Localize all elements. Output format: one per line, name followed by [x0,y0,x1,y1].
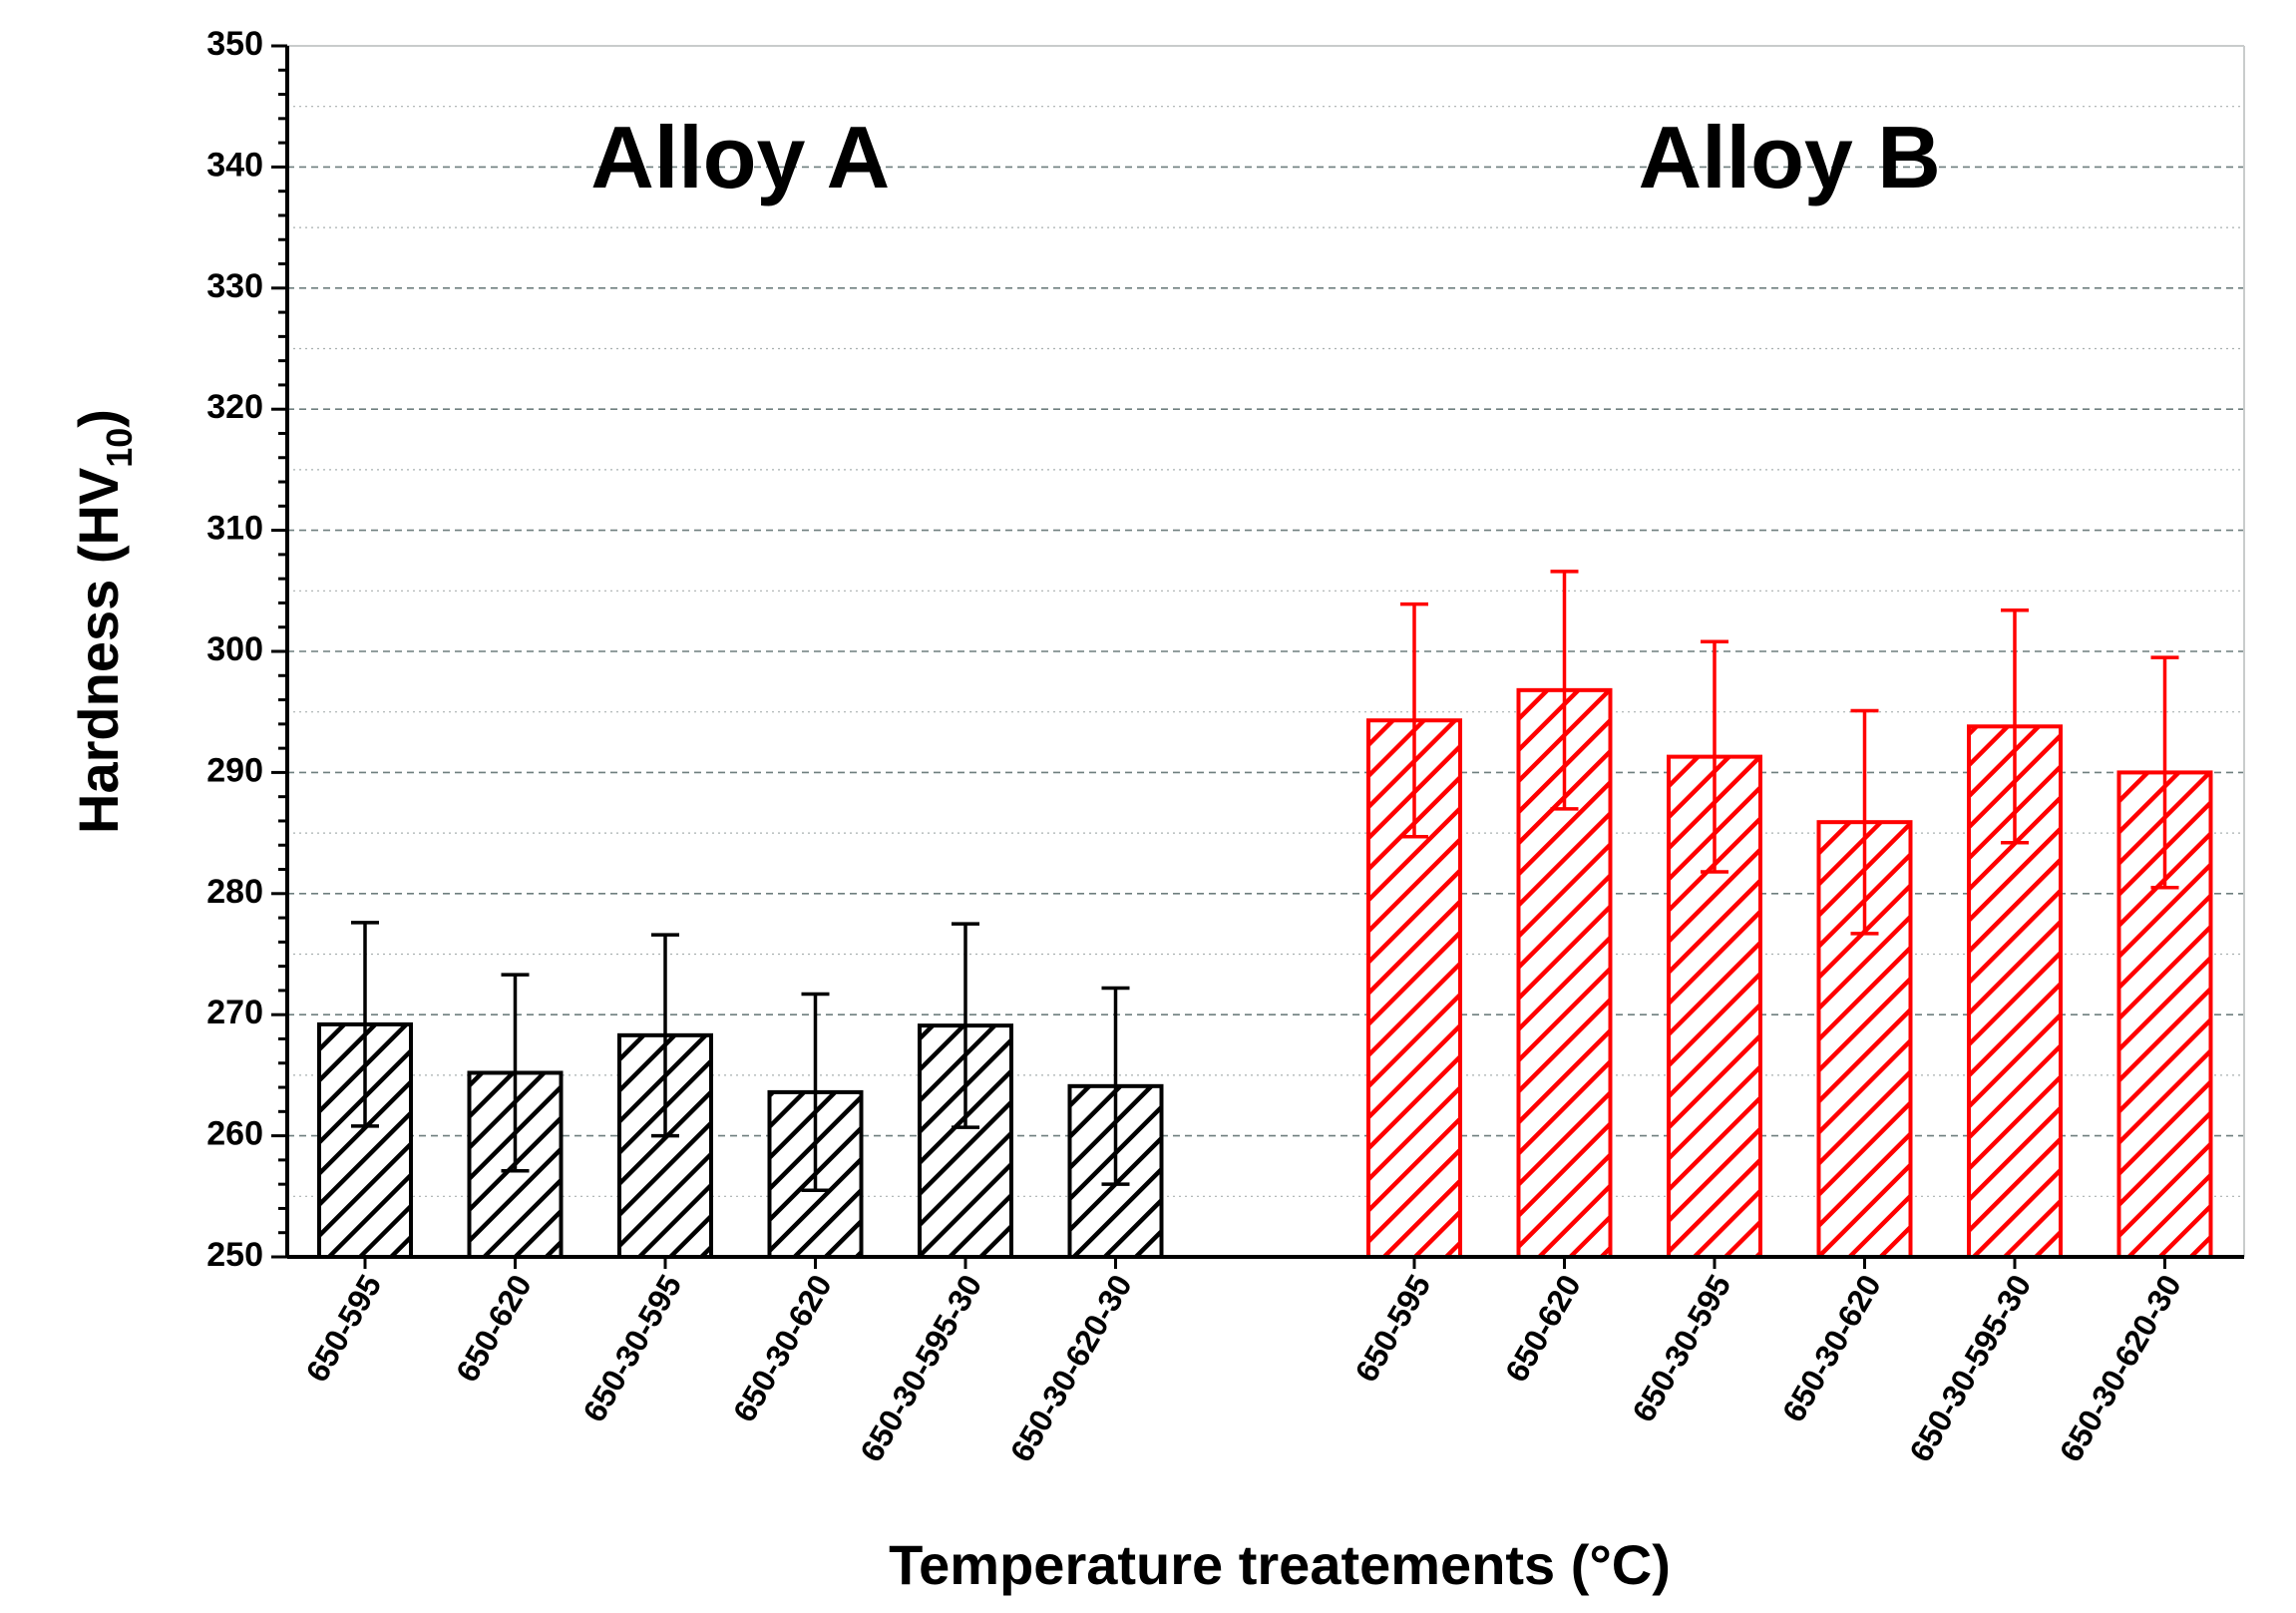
x-tick-label: 650-30-595 [575,1269,688,1428]
y-tick-label: 290 [206,751,263,789]
axes [271,44,2245,1269]
y-axis-title-main: Hardness (HV [67,468,130,834]
y-axis-title-close: ) [67,409,130,428]
y-tick-label: 340 [206,146,263,184]
x-tick-label: 650-30-620 [1775,1269,1888,1428]
y-tick-label: 280 [206,873,263,911]
y-tick-label: 260 [206,1115,263,1153]
x-tick-label: 650-595 [298,1269,388,1389]
y-tick-label: 300 [206,630,263,668]
x-tick-label: 650-620 [1498,1269,1588,1389]
alloy-b-title: Alloy B [1639,108,1941,206]
y-tick-label: 350 [206,25,263,63]
alloy-a-title: Alloy A [590,108,890,206]
x-tick-label: 650-30-620-30 [2053,1269,2188,1468]
x-tick-label: 650-595 [1347,1269,1437,1389]
y-tick-label: 270 [206,994,263,1031]
x-tick-label: 650-30-595-30 [1902,1269,2038,1468]
grid-lines [287,106,2244,1197]
y-tick-label: 330 [206,267,263,305]
y-axis-title: Hardness (HV10) [67,409,140,834]
x-tick-label: 650-30-595 [1625,1269,1737,1428]
x-tick-label: 650-30-620 [726,1269,839,1428]
x-tick-label: 650-620 [449,1269,539,1389]
labels: 650-595 650-620 650-30-595 650-30-620 650-30… [67,25,2188,1596]
y-tick-label: 320 [206,388,263,426]
y-tick-label: 250 [206,1236,263,1274]
bars [317,570,2213,1260]
y-axis-title-subscript: 10 [99,428,140,468]
x-tick-label: 650-30-595-30 [853,1269,988,1468]
x-axis-title: Temperature treatements (°C) [889,1533,1671,1596]
x-tick-label: 650-30-620-30 [1003,1269,1139,1468]
y-tick-label: 310 [206,510,263,548]
